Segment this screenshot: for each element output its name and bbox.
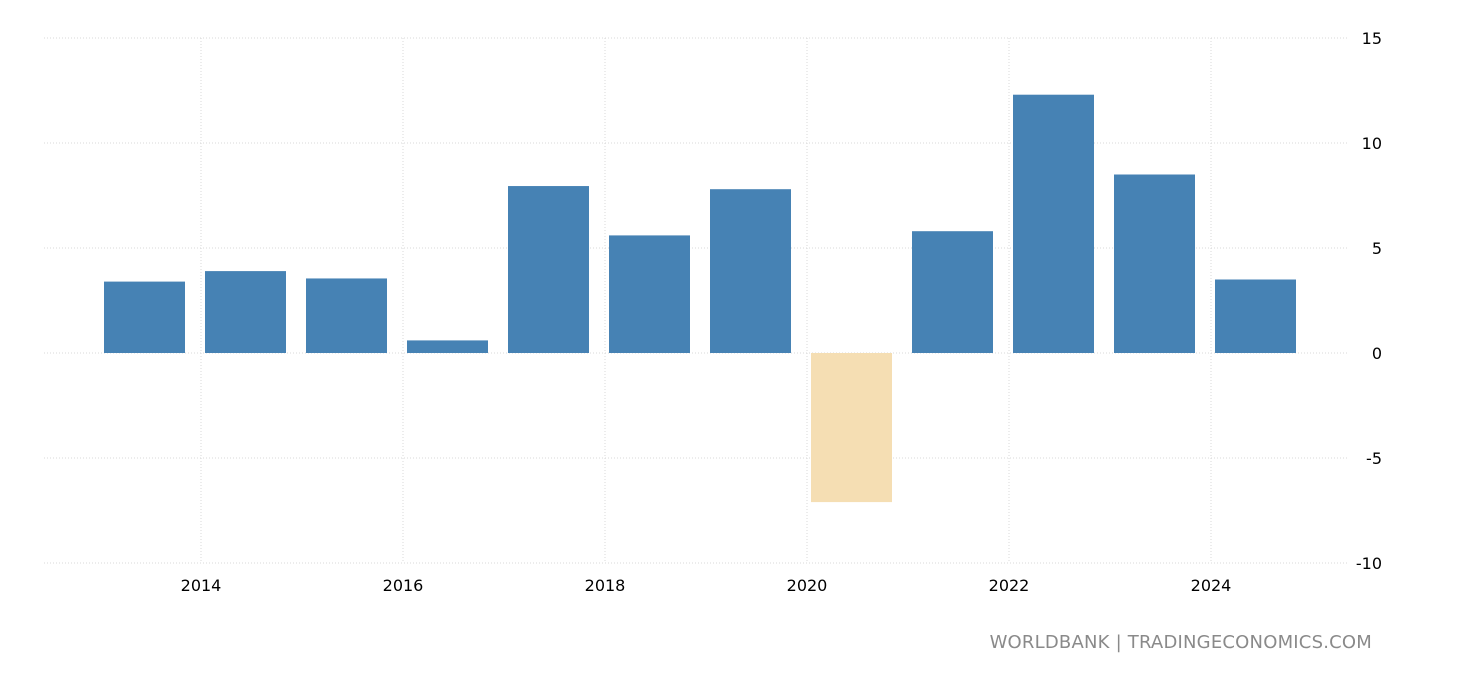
bar-2017 xyxy=(508,186,589,353)
bar-2024 xyxy=(1215,279,1296,353)
bar-2019 xyxy=(710,189,791,353)
x-tick-label: 2024 xyxy=(1191,576,1232,595)
y-tick-label: -10 xyxy=(1356,554,1382,573)
x-tick-label: 2016 xyxy=(383,576,424,595)
y-tick-label: 10 xyxy=(1362,134,1382,153)
y-tick-label: 0 xyxy=(1372,344,1382,363)
x-axis-ticks: 2014 2016 2018 2020 2022 2024 xyxy=(181,576,1232,595)
x-tick-label: 2018 xyxy=(585,576,626,595)
source-label: WORLDBANK | TRADINGECONOMICS.COM xyxy=(989,632,1372,653)
y-tick-label: -5 xyxy=(1366,449,1382,468)
bars-group xyxy=(104,94,1296,503)
bar-2020 xyxy=(811,353,892,503)
y-tick-label: 15 xyxy=(1362,29,1382,48)
bar-2021 xyxy=(912,231,993,353)
x-tick-label: 2020 xyxy=(787,576,828,595)
bar-2015 xyxy=(306,278,387,353)
y-tick-label: 5 xyxy=(1372,239,1382,258)
bar-2018 xyxy=(609,235,690,353)
bar-2023 xyxy=(1114,174,1195,353)
x-tick-label: 2022 xyxy=(989,576,1030,595)
x-tick-label: 2014 xyxy=(181,576,222,595)
bar-2016 xyxy=(407,340,488,353)
bar-2013 xyxy=(104,281,185,353)
bar-2014 xyxy=(205,271,286,353)
bar-2022 xyxy=(1013,94,1094,353)
y-axis-ticks: 15 10 5 0 -5 -10 xyxy=(1356,29,1382,573)
